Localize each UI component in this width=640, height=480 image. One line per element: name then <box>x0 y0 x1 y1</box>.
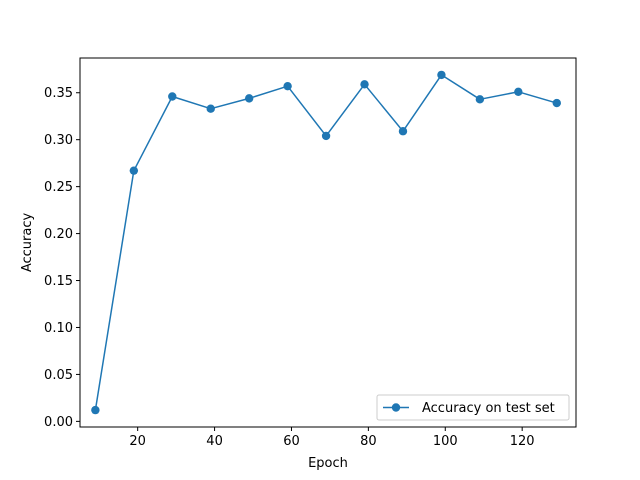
x-tick-label: 60 <box>283 434 300 449</box>
data-point <box>398 127 408 136</box>
y-tick-label: 0.10 <box>44 321 73 336</box>
y-tick-label: 0.15 <box>44 274 73 289</box>
y-tick-label: 0.20 <box>44 227 73 242</box>
x-tick-label: 100 <box>433 434 458 449</box>
legend: Accuracy on test set <box>376 394 570 421</box>
x-tick-label: 40 <box>206 434 223 449</box>
legend-label: Accuracy on test set <box>422 401 555 416</box>
x-tick-label: 20 <box>129 434 146 449</box>
data-point <box>514 87 523 97</box>
data-point <box>129 166 139 175</box>
y-tick-label: 0.35 <box>44 86 73 101</box>
legend-marker-swatch <box>391 403 401 412</box>
axes-frame <box>79 57 577 428</box>
data-point <box>475 95 485 104</box>
data-point <box>206 104 215 113</box>
data-point <box>283 81 292 91</box>
y-tick-label: 0.00 <box>44 415 73 430</box>
y-tick-label: 0.30 <box>44 133 73 148</box>
x-tick-label: 120 <box>510 434 535 449</box>
data-point <box>437 70 446 80</box>
legend-box <box>376 394 570 421</box>
data-point <box>91 405 100 415</box>
data-point <box>552 98 561 108</box>
data-point <box>360 80 369 89</box>
x-tick-label: 80 <box>360 434 377 449</box>
y-axis-label: Accuracy <box>20 213 35 273</box>
data-point <box>168 92 177 101</box>
y-tick-label: 0.05 <box>44 368 73 383</box>
y-tick-label: 0.25 <box>44 180 73 195</box>
x-axis-label: Epoch <box>308 456 348 471</box>
data-point <box>321 131 331 141</box>
data-point <box>244 94 254 103</box>
